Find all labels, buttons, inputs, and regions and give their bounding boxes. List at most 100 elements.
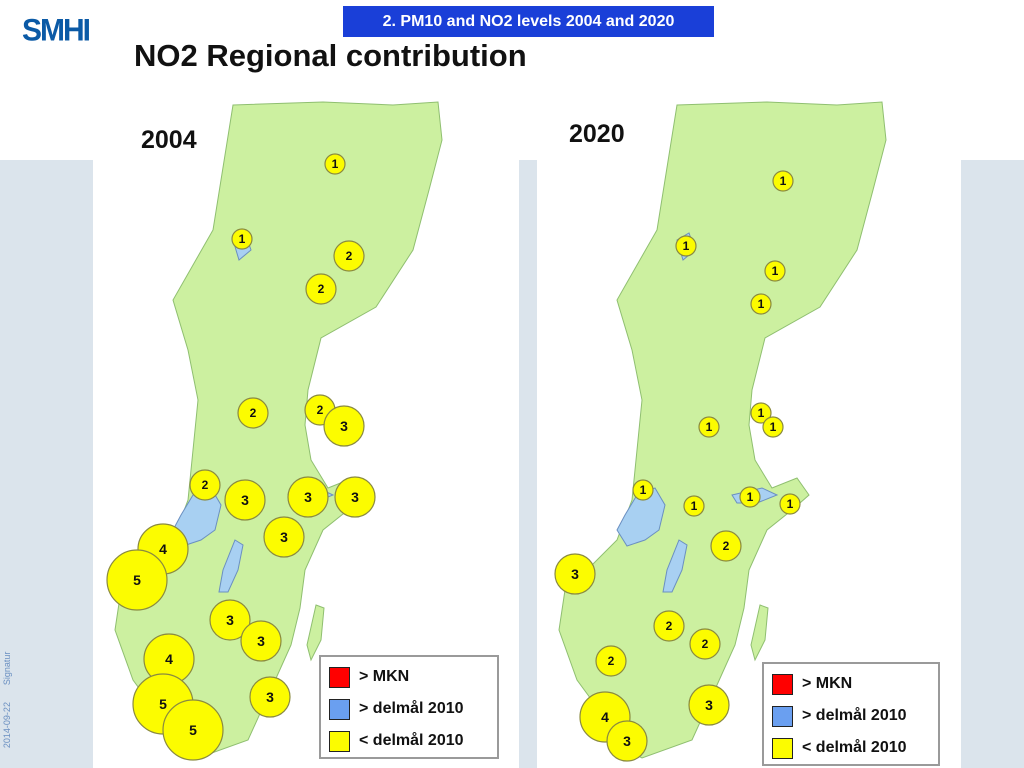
contribution-marker — [698, 416, 720, 438]
vattern-lake — [218, 539, 244, 593]
marker-value: 1 — [758, 297, 765, 311]
legend-swatch-blue — [772, 705, 793, 727]
marker-value: 3 — [257, 633, 265, 649]
marker-value: 3 — [266, 689, 274, 705]
contribution-marker — [632, 479, 654, 501]
marker-value: 2 — [346, 249, 353, 263]
gotland-island — [750, 604, 769, 662]
marker-value: 1 — [683, 239, 690, 253]
contribution-marker — [189, 469, 221, 501]
legend-label: < delmål 2010 — [802, 739, 907, 756]
contribution-marker — [209, 599, 251, 641]
marker-value: 3 — [340, 418, 348, 434]
legend-item-above-2010: > delmål 2010 — [772, 700, 930, 732]
contribution-marker — [739, 486, 761, 508]
contribution-marker — [305, 273, 337, 305]
vanern-lake — [616, 487, 666, 547]
land-shape — [558, 101, 887, 759]
marker-value: 1 — [770, 420, 777, 434]
legend-label: > delmål 2010 — [359, 700, 464, 717]
page-title: NO2 Regional contribution — [134, 38, 527, 73]
legend-swatch-yellow — [772, 737, 793, 759]
gotland-island — [306, 604, 325, 662]
contribution-marker — [595, 645, 627, 677]
contribution-marker — [106, 549, 168, 611]
marker-value: 5 — [133, 572, 141, 588]
contribution-marker — [710, 530, 742, 562]
contribution-marker — [750, 293, 772, 315]
section-tag: 2. PM10 and NO2 levels 2004 and 2020 — [343, 6, 714, 37]
marker-value: 3 — [623, 733, 631, 749]
legend-swatch-red — [772, 673, 793, 695]
legend-label: > MKN — [802, 675, 853, 692]
marker-value: 4 — [159, 541, 167, 557]
contribution-marker — [324, 153, 346, 175]
contribution-marker — [249, 676, 291, 718]
marker-value: 2 — [702, 637, 709, 651]
contribution-marker — [683, 495, 705, 517]
marker-value: 1 — [772, 264, 779, 278]
legend-item-below-2010: < delmål 2010 — [772, 732, 930, 764]
marker-value: 2 — [317, 403, 324, 417]
contribution-marker — [653, 610, 685, 642]
contribution-marker — [263, 516, 305, 558]
marker-value: 2 — [723, 539, 730, 553]
marker-value: 3 — [280, 529, 288, 545]
contribution-marker — [750, 402, 772, 424]
marker-value: 3 — [241, 492, 249, 508]
marker-value: 1 — [239, 232, 246, 246]
marker-value: 2 — [202, 478, 209, 492]
date-text: 2014-09-22 — [2, 701, 12, 748]
marker-value: 1 — [747, 490, 754, 504]
contribution-marker — [762, 416, 784, 438]
contribution-marker — [688, 684, 730, 726]
contribution-marker — [779, 493, 801, 515]
legend-item-mkn: > MKN — [329, 661, 489, 693]
marker-value: 4 — [601, 709, 609, 725]
legend-item-below-2010: < delmål 2010 — [329, 725, 489, 757]
marker-value: 1 — [691, 499, 698, 513]
vattern-lake — [662, 539, 688, 593]
map-panel-2004: 1 1 2 2 2 2 3 2 3 3 3 3 4 5 3 3 4 3 5 5 2004 > MKN > delmål… — [93, 100, 519, 768]
marker-value: 1 — [758, 406, 765, 420]
marker-value: 3 — [705, 697, 713, 713]
contribution-marker — [554, 553, 596, 595]
contribution-marker — [237, 397, 269, 429]
contribution-marker — [606, 720, 648, 762]
marker-value: 3 — [226, 612, 234, 628]
legend-2020: > MKN > delmål 2010 < delmål 2010 — [762, 662, 940, 766]
contribution-marker — [764, 260, 786, 282]
marker-value: 2 — [666, 619, 673, 633]
contribution-marker — [675, 235, 697, 257]
marker-group: 1 1 2 2 2 2 3 2 3 3 3 3 4 5 3 3 4 3 5 5 — [106, 153, 376, 761]
year-label-2004: 2004 — [141, 126, 197, 154]
contribution-marker — [333, 240, 365, 272]
sweden-map-2004: 1 1 2 2 2 2 3 2 3 3 3 3 4 5 3 3 4 3 5 5 — [106, 101, 443, 761]
marker-value: 5 — [189, 722, 197, 738]
legend-item-mkn: > MKN — [772, 668, 930, 700]
contribution-marker — [334, 476, 376, 518]
year-label-2020: 2020 — [569, 120, 625, 148]
legend-2004: > MKN > delmål 2010 < delmål 2010 — [319, 655, 499, 759]
contribution-marker — [224, 479, 266, 521]
contribution-marker — [323, 405, 365, 447]
smhi-logo: SMHI — [22, 13, 91, 48]
legend-swatch-blue — [329, 698, 350, 720]
marker-value: 2 — [608, 654, 615, 668]
footer-side-text: 2014-09-22 Signatur — [2, 652, 12, 762]
contribution-marker — [231, 228, 253, 250]
contribution-marker — [689, 628, 721, 660]
legend-label: > MKN — [359, 668, 410, 685]
contribution-marker — [287, 476, 329, 518]
contribution-marker — [240, 620, 282, 662]
marker-value: 1 — [332, 157, 339, 171]
marker-value: 2 — [318, 282, 325, 296]
marker-value: 1 — [706, 420, 713, 434]
legend-swatch-red — [329, 666, 350, 688]
marker-value: 3 — [571, 566, 579, 582]
marker-value: 4 — [165, 651, 173, 667]
marker-value: 5 — [159, 696, 167, 712]
